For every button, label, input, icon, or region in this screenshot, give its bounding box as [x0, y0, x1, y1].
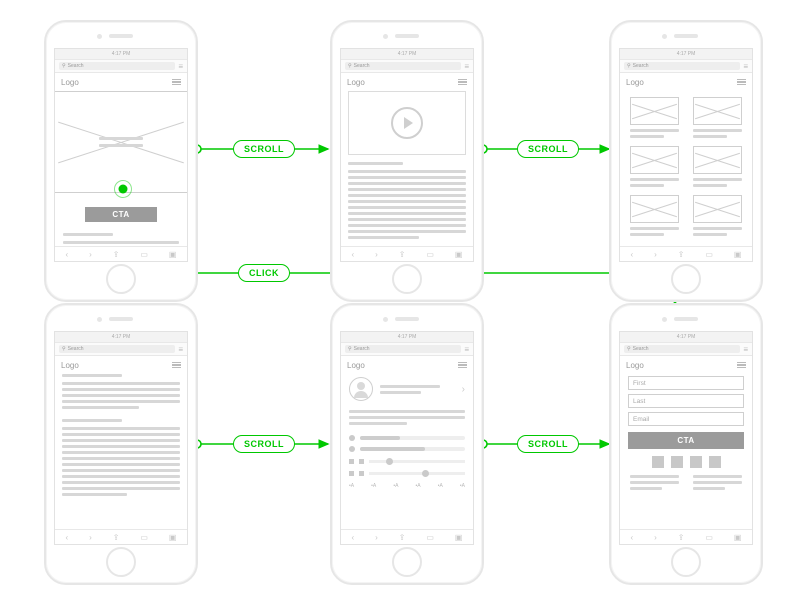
- play-icon: [391, 107, 423, 139]
- thumb-icon: [693, 97, 742, 125]
- hamburger-icon[interactable]: [172, 362, 181, 369]
- hamburger-icon[interactable]: [737, 79, 746, 86]
- status-bar: 4:17 PM: [55, 49, 187, 60]
- screen-2-video-article: 4:17 PM ⚲Search≡ Logo ‹›⇪▭▣: [330, 20, 484, 302]
- thumb-icon: [693, 146, 742, 174]
- thumb-icon: [630, 146, 679, 174]
- cta-label: CTA: [677, 436, 694, 445]
- cta-label: CTA: [112, 210, 129, 219]
- video-player-placeholder[interactable]: [348, 91, 466, 155]
- thumb-icon: [630, 195, 679, 223]
- edge-label-click: CLICK: [238, 264, 290, 282]
- screen-4-article: 4:17 PM ⚲Search≡ Logo ‹›⇪▭▣: [44, 303, 198, 585]
- chevron-right-icon[interactable]: ›: [462, 384, 465, 395]
- progress-bar: [360, 447, 465, 451]
- edge-label-scroll-1: SCROLL: [233, 140, 295, 158]
- browser-toolbar: ‹›⇪▭▣: [55, 246, 187, 261]
- hamburger-icon[interactable]: [172, 79, 181, 86]
- submit-cta-button[interactable]: CTA: [628, 432, 744, 449]
- search-placeholder: Search: [68, 63, 84, 69]
- image-grid: [620, 91, 752, 242]
- browser-url-bar: ⚲Search≡: [55, 60, 187, 73]
- primary-cta-button[interactable]: CTA: [85, 207, 157, 222]
- avatar-icon: [349, 377, 373, 401]
- home-button-icon: [106, 264, 136, 294]
- thumb-icon: [630, 97, 679, 125]
- thumb-icon: [693, 195, 742, 223]
- status-time: 4:17 PM: [112, 51, 131, 57]
- screen-1-landing: 4:17 PM ⚲Search≡ Logo CTA ‹›⇪▭▣: [44, 20, 198, 302]
- hamburger-icon[interactable]: [737, 362, 746, 369]
- hamburger-icon[interactable]: [458, 362, 467, 369]
- screen-6-form: 4:17 PM ⚲Search≡ Logo First Last Email C…: [609, 303, 763, 585]
- slider-handle-icon[interactable]: [386, 458, 393, 465]
- progress-bar: [360, 436, 465, 440]
- email-field[interactable]: Email: [628, 412, 744, 426]
- first-name-field[interactable]: First: [628, 376, 744, 390]
- edge-label-scroll-2: SCROLL: [517, 140, 579, 158]
- feature-squares: [620, 451, 752, 473]
- hamburger-icon[interactable]: [458, 79, 467, 86]
- logo-text: Logo: [61, 78, 79, 87]
- slider-handle-icon[interactable]: [422, 470, 429, 477]
- flowchart-stage: SCROLL SCROLL SCROLL SCROLL CLICK 4:17 P…: [0, 0, 800, 600]
- screen-3-gallery: 4:17 PM ⚲Search≡ Logo ‹›⇪▭▣: [609, 20, 763, 302]
- screen-5-profile: 4:17 PM ⚲Search≡ Logo ›: [330, 303, 484, 585]
- last-name-field[interactable]: Last: [628, 394, 744, 408]
- edge-label-scroll-3: SCROLL: [233, 435, 295, 453]
- edge-label-scroll-4: SCROLL: [517, 435, 579, 453]
